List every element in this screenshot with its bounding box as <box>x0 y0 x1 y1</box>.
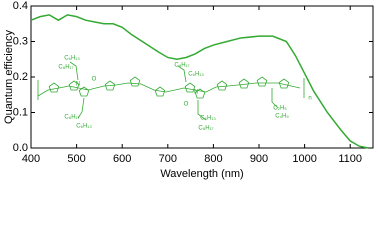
structure-bond <box>69 61 79 81</box>
x-tick-label: 700 <box>159 153 177 165</box>
structure-ring <box>216 80 228 91</box>
structure-label: C₆H₁₃ <box>64 56 80 62</box>
structure-label: C₈H₁₇ <box>198 126 213 132</box>
structure-ring <box>48 82 60 93</box>
structure-label: C₂H₅ <box>273 106 287 112</box>
y-tick-label: 0.0 <box>13 142 28 154</box>
structure-label: C₆H₁₃ <box>200 116 216 122</box>
y-axis-label: Quantum efficiency <box>3 30 15 124</box>
structure-ring <box>184 82 196 93</box>
structure-ring <box>68 80 80 91</box>
y-tick-label: 0.4 <box>13 0 28 12</box>
structure-ring <box>154 86 166 97</box>
line <box>30 14 369 149</box>
structure-label: C₈H₁₇ <box>58 65 73 71</box>
structure-label: n <box>308 96 311 102</box>
structure-label: N <box>194 90 198 96</box>
x-tick-label: 400 <box>22 153 40 165</box>
structure-ring <box>256 76 268 87</box>
structure-label: N <box>76 82 80 88</box>
structure-label: C₈H₁₇ <box>64 115 79 121</box>
structure-label: C₈H₁₇ <box>174 63 189 69</box>
plot-frame <box>30 5 374 149</box>
x-axis-label: Wavelength (nm) <box>160 168 243 180</box>
structure-ring <box>104 80 116 91</box>
structure-bond <box>177 65 187 83</box>
structure-ring <box>278 78 290 89</box>
x-tick-label: 800 <box>204 153 222 165</box>
x-tick-label: 1000 <box>292 153 316 165</box>
structure-bond <box>37 82 301 97</box>
structure-bond <box>197 100 207 121</box>
structure-label: C₄H₉ <box>275 114 289 120</box>
x-tick-label: 1100 <box>338 153 362 165</box>
y-tick-label: 0.2 <box>13 71 28 83</box>
structure-label: O <box>184 102 189 108</box>
structure-bond <box>271 88 279 109</box>
x-tick-label: 600 <box>113 153 131 165</box>
structure-label: C₆H₁₃ <box>188 72 204 78</box>
structure-label: O <box>92 77 97 83</box>
structure-ring <box>129 76 141 87</box>
x-tick-label: 500 <box>67 153 85 165</box>
structure-bond <box>77 97 85 119</box>
structure-ring <box>238 78 250 89</box>
y-tick-label: 0.3 <box>13 35 28 47</box>
structure-label: C₆H₁₃ <box>76 124 92 130</box>
x-tick-label: 900 <box>250 153 268 165</box>
chart: Wavelength (nm) Quantum efficiency 0.0 0.… <box>3 0 374 180</box>
y-tick-label: 0.1 <box>13 106 28 118</box>
